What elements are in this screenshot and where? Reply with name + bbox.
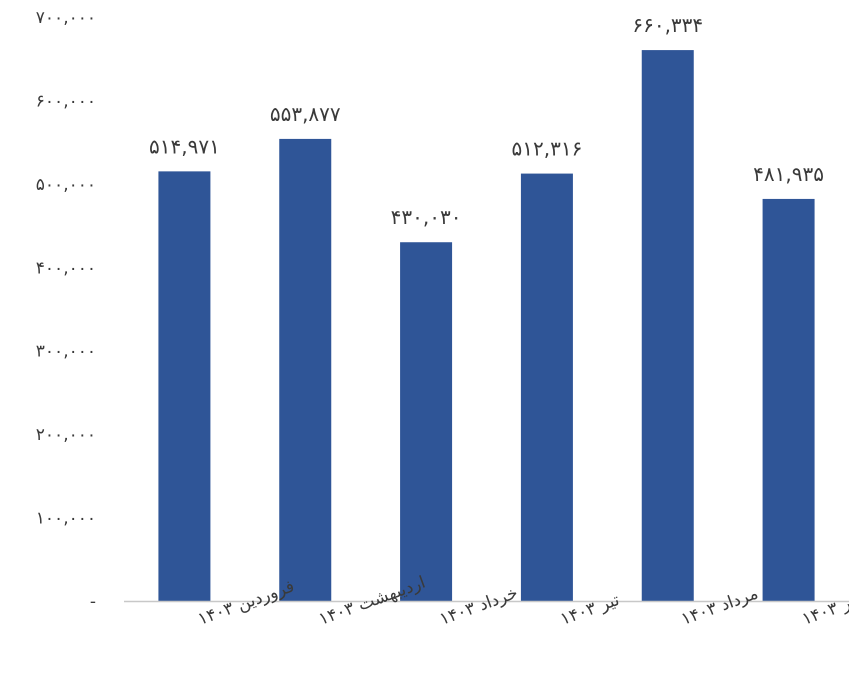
y-tick-label: ۷۰۰,۰۰۰ <box>36 8 96 28</box>
data-labels: ۵۱۴,۹۷۱ ۵۵۳,۸۷۷ ۴۳۰,۰۳۰ ۵۱۲,۳۱۶ ۶۶۰,۳۳۴ ۴۸۱,۹… <box>149 13 824 229</box>
bar <box>641 50 694 602</box>
bar <box>520 173 573 601</box>
y-tick-label: ۴۰۰,۰۰۰ <box>36 258 96 278</box>
y-axis-ticks: - ۱۰۰,۰۰۰ ۲۰۰,۰۰۰ ۳۰۰,۰۰۰ ۴۰۰,۰۰۰ ۵۰۰,۰۰۰ ۶۰۰,… <box>36 8 96 612</box>
y-tick-label: - <box>90 592 96 612</box>
bar-value-label: ۴۳۰,۰۳۰ <box>391 205 462 229</box>
bar-value-label: ۵۱۲,۳۱۶ <box>512 137 583 161</box>
bar-value-label: ۶۶۰,۳۳۴ <box>632 13 703 37</box>
y-tick-label: ۳۰۰,۰۰۰ <box>36 342 96 362</box>
category-label: فروردین ۱۴۰۳ <box>195 576 297 629</box>
bar <box>279 138 332 601</box>
y-tick-label: ۶۰۰,۰۰۰ <box>36 91 96 111</box>
bar-value-label: ۵۵۳,۸۷۷ <box>270 102 341 126</box>
bar <box>762 198 815 601</box>
y-tick-label: ۲۰۰,۰۰۰ <box>36 425 96 445</box>
bar-value-label: ۵۱۴,۹۷۱ <box>149 134 220 158</box>
bar <box>400 242 453 601</box>
y-tick-label: ۱۰۰,۰۰۰ <box>36 509 96 529</box>
bar-value-label: ۴۸۱,۹۳۵ <box>753 162 824 186</box>
bar-series <box>158 50 815 602</box>
bar <box>158 171 211 601</box>
y-tick-label: ۵۰۰,۰۰۰ <box>36 175 96 195</box>
